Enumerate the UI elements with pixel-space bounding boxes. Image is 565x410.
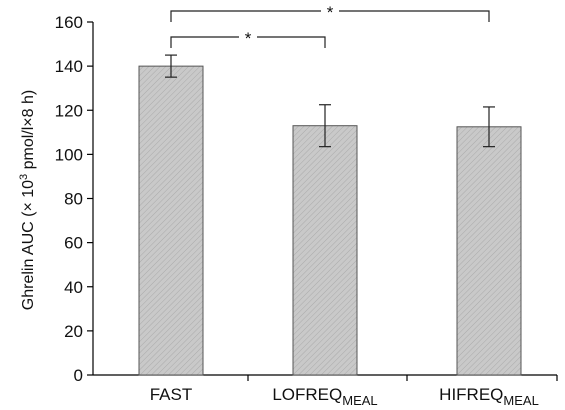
y-tick-label-40: 40 <box>64 278 83 297</box>
category-subscript: MEAL <box>503 393 538 408</box>
category-main: FAST <box>150 385 193 404</box>
bar-lofreq <box>292 125 358 376</box>
y-tick-label-120: 120 <box>55 101 83 120</box>
error-bar-hifreq <box>483 106 495 148</box>
error-bars <box>165 54 495 148</box>
significance-brackets: ** <box>170 3 490 48</box>
significance-bracket-1: * <box>170 3 490 22</box>
axes: 0 20 40 60 80 100 120 140 160 <box>55 13 558 385</box>
significance-label-1: * <box>327 3 334 22</box>
y-tick-label-100: 100 <box>55 145 83 164</box>
category-label-hifreq: HIFREQMEAL <box>439 385 539 408</box>
y-axis-label: Ghrelin AUC (× 103 pmol/l×8 h) <box>18 90 37 310</box>
category-main: LOFREQ <box>272 385 342 404</box>
y-tick-label-140: 140 <box>55 57 83 76</box>
y-tick-label-20: 20 <box>64 322 83 341</box>
error-bar-lofreq <box>319 104 331 148</box>
y-tick-label-0: 0 <box>74 366 83 385</box>
y-axis-label-superscript: 3 <box>18 174 30 180</box>
y-tick-label-60: 60 <box>64 234 83 253</box>
significance-bracket-0: * <box>170 29 326 48</box>
error-bar-fast <box>165 54 177 78</box>
category-label-fast: FAST <box>150 385 193 404</box>
y-axis-label-units: pmol/l×8 h) <box>20 90 37 174</box>
category-main: HIFREQ <box>439 385 503 404</box>
bar-fast <box>138 65 204 376</box>
y-axis-label-main: Ghrelin AUC (× 10 <box>20 180 37 310</box>
category-subscript: MEAL <box>342 393 377 408</box>
significance-label-0: * <box>245 29 252 48</box>
bars <box>138 65 522 376</box>
y-tick-label-160: 160 <box>55 13 83 32</box>
bar-hifreq <box>456 126 522 376</box>
category-label-lofreq: LOFREQMEAL <box>272 385 377 408</box>
y-tick-label-80: 80 <box>64 190 83 209</box>
